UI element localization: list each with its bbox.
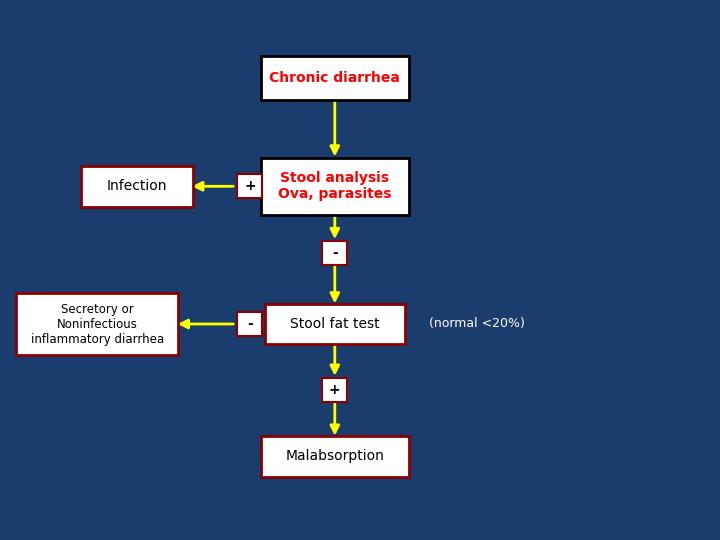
- Text: -: -: [332, 246, 338, 260]
- FancyBboxPatch shape: [81, 166, 193, 206]
- Text: Chronic diarrhea: Chronic diarrhea: [269, 71, 400, 85]
- Text: -: -: [247, 317, 253, 331]
- Text: Malabsorption: Malabsorption: [285, 449, 384, 463]
- FancyBboxPatch shape: [323, 241, 347, 265]
- FancyBboxPatch shape: [323, 378, 347, 402]
- Text: +: +: [244, 179, 256, 193]
- FancyBboxPatch shape: [261, 158, 409, 214]
- Text: Stool fat test: Stool fat test: [290, 317, 379, 331]
- Text: Infection: Infection: [107, 179, 167, 193]
- Text: Stool analysis
Ova, parasites: Stool analysis Ova, parasites: [278, 171, 392, 201]
- Text: (normal <20%): (normal <20%): [429, 318, 525, 330]
- Text: +: +: [329, 383, 341, 397]
- FancyBboxPatch shape: [265, 303, 405, 345]
- FancyBboxPatch shape: [17, 293, 179, 355]
- FancyBboxPatch shape: [261, 56, 409, 100]
- FancyBboxPatch shape: [238, 174, 262, 198]
- FancyBboxPatch shape: [261, 436, 409, 477]
- Text: Secretory or
Noninfectious
inflammatory diarrhea: Secretory or Noninfectious inflammatory …: [31, 302, 163, 346]
- FancyBboxPatch shape: [238, 312, 262, 336]
